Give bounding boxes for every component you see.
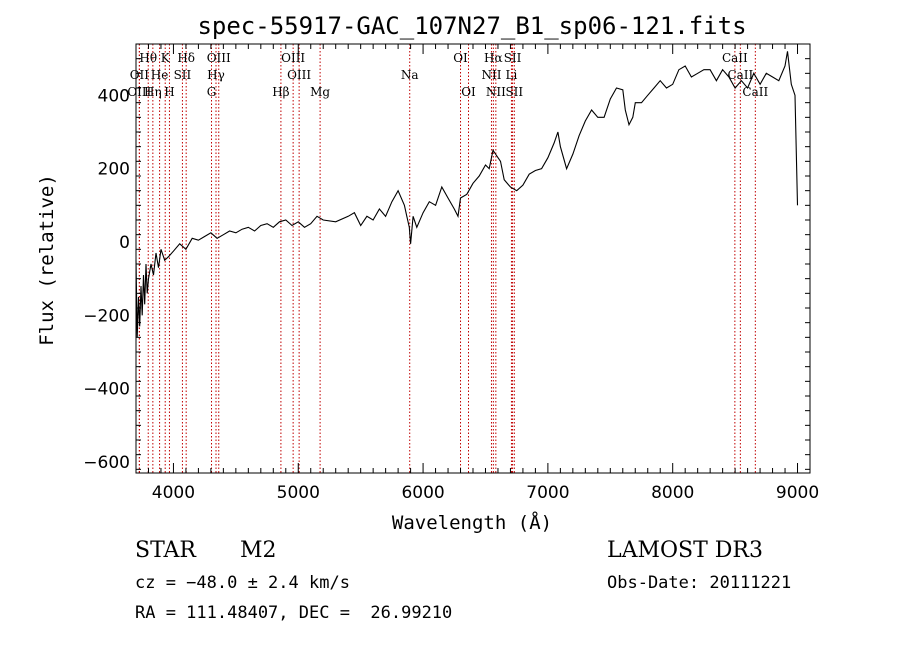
y-tick-label: 400 bbox=[98, 86, 130, 106]
chart-title: spec-55917-GAC_107N27_B1_sp06-121.fits bbox=[197, 12, 746, 40]
line-label: CaII bbox=[742, 85, 768, 99]
plot-frame bbox=[135, 43, 811, 474]
x-tick-label: 9000 bbox=[776, 483, 819, 503]
line-label: Hβ bbox=[272, 85, 289, 99]
line-label: OIII bbox=[281, 51, 305, 65]
line-label: SII bbox=[174, 68, 192, 82]
line-label: OIII bbox=[127, 85, 151, 99]
line-label: NII bbox=[481, 68, 501, 82]
spectral-line-markers bbox=[138, 44, 756, 473]
survey-name: LAMOST DR3 bbox=[607, 538, 763, 563]
line-label: CaII bbox=[722, 51, 748, 65]
line-label: SII bbox=[504, 51, 522, 65]
line-label: G bbox=[207, 85, 217, 99]
redshift-text: cz = −48.0 ± 2.4 km/s bbox=[135, 573, 350, 593]
y-tick-label: −600 bbox=[83, 453, 130, 473]
line-label: Na bbox=[401, 68, 419, 82]
y-tick-label: 0 bbox=[119, 233, 130, 253]
line-label: OIII bbox=[287, 68, 311, 82]
y-tick-labels: −600 −400 −200 0 200 400 bbox=[83, 86, 130, 473]
x-tick-label: 4000 bbox=[152, 483, 195, 503]
x-axis-label: Wavelength (Å) bbox=[392, 511, 552, 534]
line-label: Hθ bbox=[139, 51, 157, 65]
x-tick-label: 7000 bbox=[526, 483, 569, 503]
axis-ticks bbox=[136, 43, 811, 473]
line-label: Hα bbox=[484, 51, 503, 65]
line-label: NII bbox=[486, 85, 506, 99]
line-label: Hη bbox=[144, 85, 162, 99]
line-label: SII bbox=[505, 85, 523, 99]
object-subclass: M2 bbox=[240, 538, 277, 563]
spectrum-line bbox=[135, 51, 799, 338]
line-label: H bbox=[164, 85, 174, 99]
line-label: OI bbox=[453, 51, 468, 65]
line-label: CaII bbox=[727, 68, 753, 82]
line-label: OI bbox=[461, 85, 476, 99]
coordinates-text: RA = 111.48407, DEC = 26.99210 bbox=[135, 603, 453, 623]
line-label: He bbox=[151, 68, 169, 82]
y-tick-label: −200 bbox=[83, 306, 130, 326]
y-tick-label: −400 bbox=[83, 380, 130, 400]
line-label: Hδ bbox=[177, 51, 195, 65]
x-tick-label: 6000 bbox=[401, 483, 444, 503]
x-tick-label: 5000 bbox=[277, 483, 320, 503]
line-label: OII bbox=[130, 68, 150, 82]
x-tick-label: 8000 bbox=[651, 483, 694, 503]
line-label: Mg bbox=[310, 85, 330, 99]
y-tick-label: 200 bbox=[98, 160, 130, 180]
line-label: OIII bbox=[207, 51, 231, 65]
line-label: Li bbox=[506, 68, 518, 82]
y-axis-label: Flux (relative) bbox=[36, 174, 58, 346]
line-label: K bbox=[161, 51, 171, 65]
object-class: STAR bbox=[135, 538, 196, 563]
observation-date: Obs-Date: 20111221 bbox=[607, 573, 792, 593]
x-tick-labels: 4000 5000 6000 7000 8000 9000 bbox=[152, 483, 819, 503]
line-label: Hγ bbox=[207, 68, 225, 82]
